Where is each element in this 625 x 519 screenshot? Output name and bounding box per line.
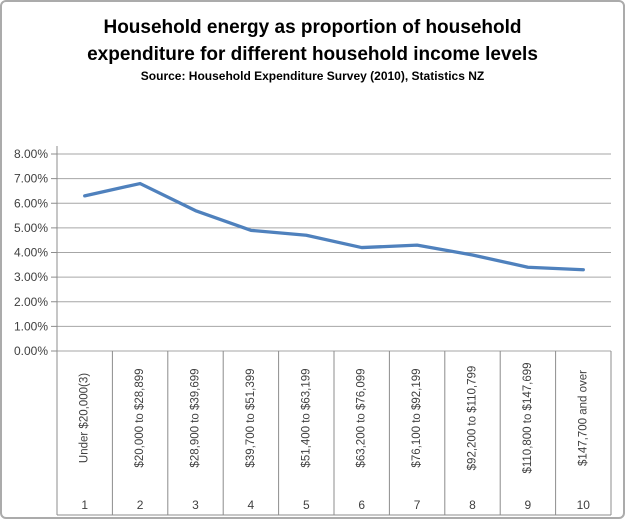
x-axis-group-number: 8: [469, 498, 476, 512]
x-axis-category-label: $92,200 to $110,799: [467, 366, 479, 471]
y-axis-tick-label: 7.00%: [14, 172, 48, 186]
y-axis-tick-label: 1.00%: [14, 319, 48, 333]
x-axis-group-number: 4: [248, 498, 255, 512]
x-axis-category-label: $39,700 to $51,399: [245, 368, 257, 467]
x-axis-group-number: 5: [303, 498, 310, 512]
y-axis-tick-label: 0.00%: [14, 344, 48, 358]
x-axis-category-label: $28,900 to $39,699: [190, 368, 202, 467]
x-axis-category-label: $76,100 to $92,199: [411, 368, 423, 467]
x-axis-group-number: 1: [81, 498, 88, 512]
x-axis-category-label: $20,000 to $28,899: [134, 368, 146, 467]
y-axis-tick-label: 3.00%: [14, 270, 48, 284]
x-axis-category-label: $63,200 to $76,099: [356, 368, 368, 467]
y-axis-tick-label: 6.00%: [14, 196, 48, 210]
energy-series-line: [83, 181, 585, 272]
y-axis-tick-label: 5.00%: [14, 221, 48, 235]
y-axis-tick-label: 4.00%: [14, 246, 48, 260]
x-axis-group-number: 7: [414, 498, 421, 512]
x-axis-group-number: 6: [358, 498, 365, 512]
x-axis-group-number: 9: [525, 498, 532, 512]
x-axis-group-number: 10: [577, 498, 591, 512]
x-axis-category-label: $147,700 and over: [577, 370, 589, 466]
chart-subtitle: Source: Household Expenditure Survey (20…: [140, 69, 485, 83]
x-axis-group-number: 3: [192, 498, 199, 512]
x-axis-group-number: 2: [137, 498, 144, 512]
y-axis-tick-label: 2.00%: [14, 295, 48, 309]
y-axis-tick-label: 8.00%: [14, 147, 48, 161]
chart-title: Household energy as proportion of househ…: [87, 17, 538, 65]
x-axis-category-label: $51,400 to $63,199: [300, 368, 312, 467]
x-axis-category-label: Under $20,000(3): [79, 373, 91, 463]
x-axis-category-label: $110,800 to $147,699: [522, 362, 534, 473]
